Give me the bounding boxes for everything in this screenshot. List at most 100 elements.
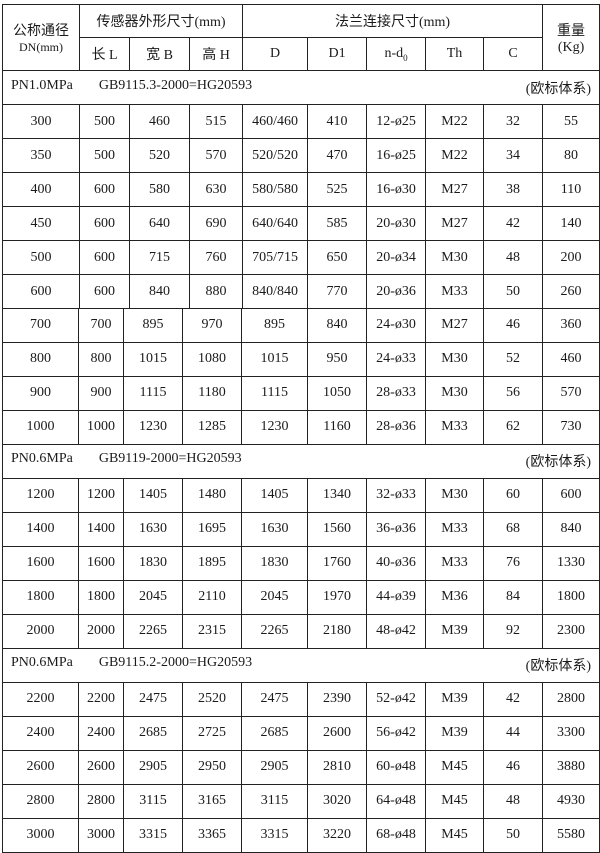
table-row: 300 500 460 515 460/460 410 12-ø25 M22 32 55	[2, 104, 600, 139]
table-cell: 515	[188, 104, 244, 139]
table-cell: 55	[542, 104, 600, 139]
table-cell: M36	[425, 579, 484, 615]
table-cell: 580	[129, 172, 190, 207]
table-cell: 2600	[2, 749, 79, 785]
table-cell: M39	[425, 613, 484, 649]
table-cell: 640	[129, 206, 190, 241]
col-th: Th	[425, 37, 485, 71]
table-cell: 42	[483, 681, 543, 717]
table-cell: 20-ø36	[366, 274, 427, 309]
table-cell: 2725	[182, 715, 242, 751]
table-cell: 1015	[123, 341, 183, 377]
table-cell: 1160	[307, 409, 367, 445]
dn-label: 公称通径	[13, 24, 69, 39]
table-cell: M45	[425, 817, 484, 853]
table-cell: 3220	[307, 817, 367, 853]
section-row: PN0.6MPa GB9115.2-2000=HG20593 (欧标体系)	[2, 647, 600, 683]
table-cell: 1630	[241, 511, 308, 547]
table-cell: 500	[2, 240, 80, 275]
table-cell: 1800	[2, 579, 79, 615]
table-cell: 1115	[123, 375, 183, 411]
table-cell: M33	[425, 511, 484, 547]
table-cell: 2600	[78, 749, 124, 785]
table-cell: 42	[483, 206, 544, 241]
table-cell: 360	[542, 307, 600, 343]
table-cell: 520/520	[242, 138, 309, 173]
table-cell: 56	[483, 375, 543, 411]
table-cell: 1970	[307, 579, 367, 615]
table-cell: 34	[483, 138, 544, 173]
dn-header: 公称通径 DN(mm)	[2, 4, 80, 71]
section-row: PN0.6MPa GB9119-2000=HG20593 (欧标体系)	[2, 443, 600, 479]
table-cell: M33	[425, 545, 484, 581]
table-cell: 700	[2, 307, 79, 343]
section-standard: GB9119-2000=HG20593	[98, 451, 242, 466]
table-cell: 585	[307, 206, 368, 241]
table-cell: 1330	[542, 545, 600, 581]
table-cell: 840	[542, 511, 600, 547]
table-cell: 450	[2, 206, 80, 241]
section-cell: PN0.6MPa GB9115.2-2000=HG20593 (欧标体系)	[2, 647, 600, 683]
table-cell: 1405	[123, 477, 183, 513]
table-cell: 895	[123, 307, 183, 343]
table-cell: 1830	[123, 545, 183, 581]
table-cell: 2265	[241, 613, 308, 649]
table-cell: 4930	[542, 783, 600, 819]
table-cell: M45	[425, 749, 484, 785]
table-cell: M30	[425, 341, 484, 377]
header-row-1: 公称通径 DN(mm) 传感器外形尺寸(mm) 法兰连接尺寸(mm) 重量 (Kg)	[2, 4, 600, 71]
section-system: (欧标体系)	[525, 81, 592, 97]
table-cell: 470	[307, 138, 368, 173]
col-nd0: n-d0	[366, 37, 427, 71]
section-cell: PN0.6MPa GB9119-2000=HG20593 (欧标体系)	[2, 443, 600, 479]
table-cell: 12-ø25	[366, 104, 427, 139]
table-cell: 3020	[307, 783, 367, 819]
table-row: 900 900 1115 1180 1115 1050 28-ø33 M30 56 570	[2, 375, 600, 411]
table-cell: M22	[425, 138, 485, 173]
section-pressure: PN0.6MPa	[11, 655, 73, 670]
header-row-2: 长 L 宽 B 高 H D D1 n-d0 Th C	[3, 37, 600, 71]
table-cell: 44-ø39	[366, 579, 426, 615]
table-cell: 46	[483, 307, 543, 343]
table-row: 2200 2200 2475 2520 2475 2390 52-ø42 M39 42 2800	[2, 681, 600, 717]
spec-table: 公称通径 DN(mm) 传感器外形尺寸(mm) 法兰连接尺寸(mm) 重量 (Kg)…	[1, 4, 600, 853]
table-cell: 1600	[78, 545, 124, 581]
table-cell: 2315	[182, 613, 242, 649]
table-cell: M33	[425, 409, 484, 445]
table-cell: 600	[79, 206, 130, 241]
table-cell: 3000	[78, 817, 124, 853]
table-cell: 2950	[182, 749, 242, 785]
table-cell: 5580	[542, 817, 600, 853]
table-cell: 3300	[542, 715, 600, 751]
table-row: 2800 2800 3115 3165 3115 3020 64-ø48 M45 48 4930	[2, 783, 600, 819]
col-width: 宽 B	[129, 37, 190, 71]
table-cell: 110	[542, 172, 600, 207]
spec-table-bottom: 700 700 895 970 895 840 24-ø30 M27 46 360 800 800 10…	[2, 307, 600, 853]
table-cell: 68	[483, 511, 543, 547]
table-cell: 1050	[307, 375, 367, 411]
table-cell: 3880	[542, 749, 600, 785]
table-cell: 715	[129, 240, 190, 275]
table-cell: 600	[542, 477, 600, 513]
table-cell: 640/640	[242, 206, 309, 241]
table-cell: 1560	[307, 511, 367, 547]
table-cell: 20-ø34	[366, 240, 427, 275]
table-row: 1800 1800 2045 2110 2045 1970 44-ø39 M36 84 1800	[2, 579, 600, 615]
table-cell: 1830	[241, 545, 308, 581]
table-cell: 2800	[78, 783, 124, 819]
table-cell: 20-ø30	[366, 206, 427, 241]
table-cell: 1480	[182, 477, 242, 513]
table-cell: 1230	[123, 409, 183, 445]
table-cell: 52	[483, 341, 543, 377]
table-row: 2000 2000 2265 2315 2265 2180 48-ø42 M39 92 2300	[2, 613, 600, 649]
table-cell: 970	[182, 307, 242, 343]
table-cell: 32	[483, 104, 544, 139]
table-cell: 1180	[182, 375, 242, 411]
table-cell: 410	[307, 104, 368, 139]
table-cell: 1630	[123, 511, 183, 547]
table-cell: 600	[79, 274, 130, 309]
weight-unit: (Kg)	[557, 39, 585, 55]
table-cell: 80	[542, 138, 600, 173]
table-cell: 520	[129, 138, 190, 173]
section-row: PN1.0MPa GB9115.3-2000=HG20593 (欧标体系)	[1, 70, 600, 105]
